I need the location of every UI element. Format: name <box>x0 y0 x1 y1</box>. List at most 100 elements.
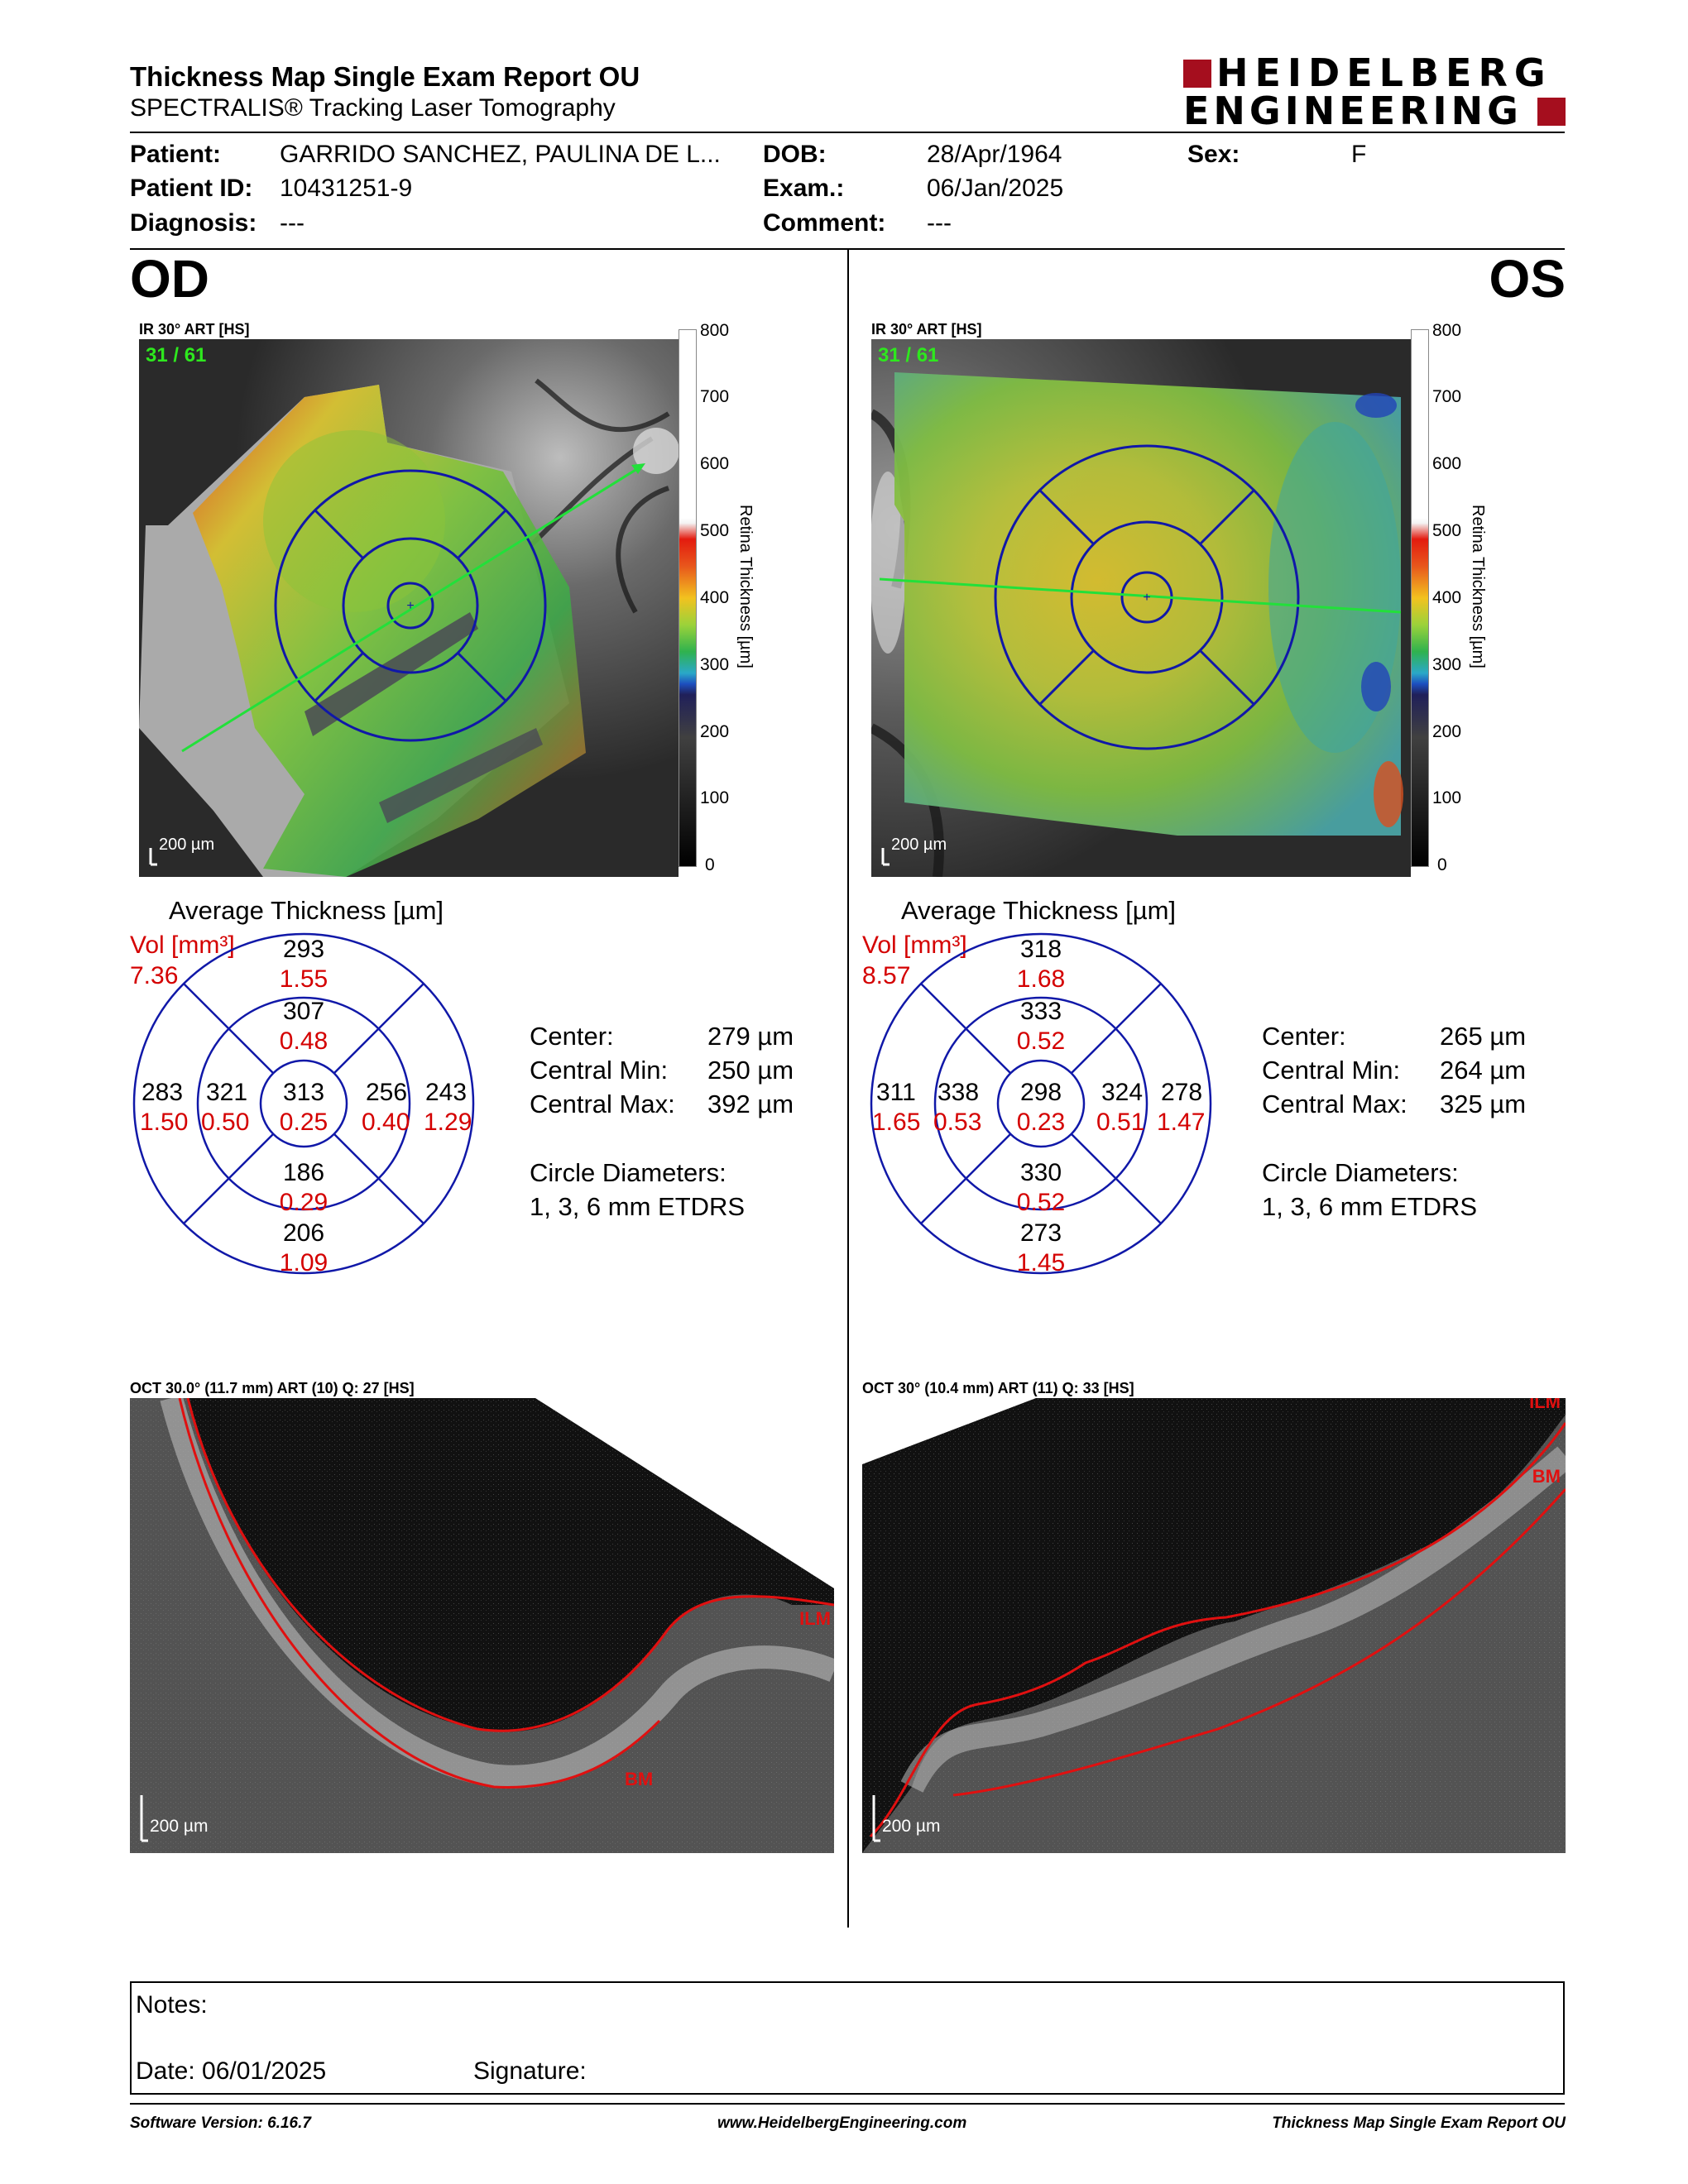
os-inner-left-vol: 0.53 <box>933 1109 982 1136</box>
od-outer-left-vol: 1.50 <box>140 1109 189 1136</box>
os-outer-inf-vol: 1.45 <box>1016 1249 1066 1276</box>
os-tick-700: 700 <box>1432 387 1462 406</box>
patient-label: Patient: <box>130 141 222 168</box>
os-center: 298 <box>1019 1079 1062 1106</box>
eye-label-os: OS <box>1489 249 1566 309</box>
os-inner-inf: 330 <box>1019 1159 1062 1186</box>
logo-square-top <box>1183 60 1211 88</box>
od-oct-scan: ILM BM 200 µm <box>130 1398 834 1853</box>
od-cmax-value: 392 µm <box>707 1090 794 1118</box>
os-cmax-label: Central Max: <box>1262 1090 1407 1118</box>
od-circle-value: 1, 3, 6 mm ETDRS <box>530 1192 746 1221</box>
od-tick-0: 0 <box>705 855 715 874</box>
od-inner-right: 256 <box>366 1079 408 1106</box>
os-tick-500: 500 <box>1432 521 1462 540</box>
od-oct-scale-bar: 200 µm <box>150 1817 209 1836</box>
patient-id-label: Patient ID: <box>130 175 253 202</box>
os-scale-label: Retina Thickness [µm] <box>1469 505 1487 668</box>
od-circle-label: Circle Diameters: <box>530 1158 727 1187</box>
os-outer-left-vol: 1.65 <box>872 1109 921 1136</box>
od-ilm-label: ILM <box>799 1608 831 1629</box>
os-tick-0: 0 <box>1437 855 1447 874</box>
os-center-vol: 0.23 <box>1016 1109 1066 1136</box>
od-scale-label: Retina Thickness [µm] <box>736 505 755 668</box>
os-color-scale <box>1411 329 1429 867</box>
od-center-label: Center: <box>530 1022 614 1051</box>
os-etdrs-grid: 318 1.68 333 0.52 298 0.23 330 0.52 273 … <box>867 930 1215 1277</box>
os-outer-sup-vol: 1.68 <box>1016 965 1066 993</box>
os-oct-header: OCT 30° (10.4 mm) ART (11) Q: 33 [HS] <box>862 1380 1134 1396</box>
notes-box: Notes: Date: 06/01/2025 Signature: <box>130 1981 1565 2095</box>
os-avg-title: Average Thickness [µm] <box>901 896 1177 925</box>
od-thickness-map: + 31 / 61 200 µm <box>139 339 679 877</box>
dob-value: 28/Apr/1964 <box>927 141 1062 168</box>
os-tick-300: 300 <box>1432 655 1462 674</box>
od-tick-600: 600 <box>700 454 730 473</box>
notes-label: Notes: <box>136 1991 208 2019</box>
patient-id: 10431251-9 <box>280 175 413 202</box>
header-divider <box>130 132 1565 133</box>
od-vol-label: Vol [mm³] <box>130 932 235 959</box>
os-scale-ticks: 800 700 600 500 400 300 200 100 0 <box>1432 321 1474 875</box>
os-inner-right-vol: 0.51 <box>1096 1109 1145 1136</box>
od-outer-left: 283 <box>141 1079 184 1106</box>
od-inner-inf: 186 <box>282 1159 325 1186</box>
od-tick-800: 800 <box>700 321 730 340</box>
os-cmin-label: Central Min: <box>1262 1056 1401 1085</box>
svg-text:+: + <box>1143 591 1150 605</box>
sex-label: Sex: <box>1187 141 1240 168</box>
os-inner-left: 338 <box>938 1079 980 1106</box>
svg-text:+: + <box>406 599 414 613</box>
signature-label: Signature: <box>473 2057 587 2085</box>
diagnosis-value: --- <box>280 209 305 237</box>
dob-label: DOB: <box>763 141 827 168</box>
os-oct-scale-bar: 200 µm <box>882 1817 941 1836</box>
od-center-vol: 0.25 <box>279 1109 328 1136</box>
column-divider <box>847 250 849 1928</box>
od-outer-inf: 206 <box>282 1219 325 1247</box>
od-center: 313 <box>282 1079 325 1106</box>
od-center-value: 279 µm <box>707 1022 794 1051</box>
od-cmin-label: Central Min: <box>530 1056 669 1085</box>
os-inner-sup-vol: 0.52 <box>1016 1027 1066 1055</box>
os-tick-800: 800 <box>1432 321 1462 340</box>
od-etdrs-svg <box>132 932 475 1275</box>
od-tick-700: 700 <box>700 387 730 406</box>
od-tick-300: 300 <box>700 655 730 674</box>
exam-value: 06/Jan/2025 <box>927 175 1064 202</box>
footer-website[interactable]: www.HeidelbergEngineering.com <box>717 2115 967 2132</box>
od-tick-200: 200 <box>700 722 730 741</box>
report-subtitle: SPECTRALIS® Tracking Laser Tomography <box>130 94 616 122</box>
report-title: Thickness Map Single Exam Report OU <box>130 61 640 92</box>
od-map-scale-bar: 200 µm <box>159 836 215 854</box>
os-inner-right: 324 <box>1101 1079 1144 1106</box>
od-avg-title: Average Thickness [µm] <box>169 896 444 925</box>
os-oct-svg <box>862 1398 1566 1853</box>
os-outer-sup: 318 <box>1019 936 1062 963</box>
logo-text-top: HEIDELBERG <box>1216 50 1552 95</box>
heidelberg-logo: HEIDELBERG ENGINEERING <box>1183 50 1566 131</box>
os-circle-value: 1, 3, 6 mm ETDRS <box>1262 1192 1478 1221</box>
os-center-value: 265 µm <box>1440 1022 1527 1051</box>
os-ir-header: IR 30° ART [HS] <box>871 321 982 338</box>
os-inner-sup: 333 <box>1019 998 1062 1025</box>
os-tick-400: 400 <box>1432 588 1462 607</box>
od-frame-counter: 31 / 61 <box>146 344 207 366</box>
os-bm-label: BM <box>1532 1466 1561 1487</box>
od-oct-header: OCT 30.0° (11.7 mm) ART (10) Q: 27 [HS] <box>130 1380 415 1396</box>
os-vol-label: Vol [mm³] <box>862 932 967 959</box>
os-ilm-label: ILM <box>1529 1398 1561 1412</box>
os-outer-inf: 273 <box>1019 1219 1062 1247</box>
os-thickness-map: + 31 / 61 200 µm <box>871 339 1411 877</box>
od-inner-sup-vol: 0.48 <box>279 1027 328 1055</box>
od-outer-right: 243 <box>425 1079 468 1106</box>
od-outer-sup-vol: 1.55 <box>279 965 328 993</box>
od-scale-ticks: 800 700 600 500 400 300 200 100 0 <box>700 321 741 875</box>
os-circle-label: Circle Diameters: <box>1262 1158 1459 1187</box>
od-inner-inf-vol: 0.29 <box>279 1189 328 1216</box>
os-frame-counter: 31 / 61 <box>878 344 939 366</box>
od-inner-sup: 307 <box>282 998 325 1025</box>
footer-software: Software Version: 6.16.7 <box>130 2115 311 2132</box>
os-inner-inf-vol: 0.52 <box>1016 1189 1066 1216</box>
patient-name: GARRIDO SANCHEZ, PAULINA DE L... <box>280 141 721 168</box>
